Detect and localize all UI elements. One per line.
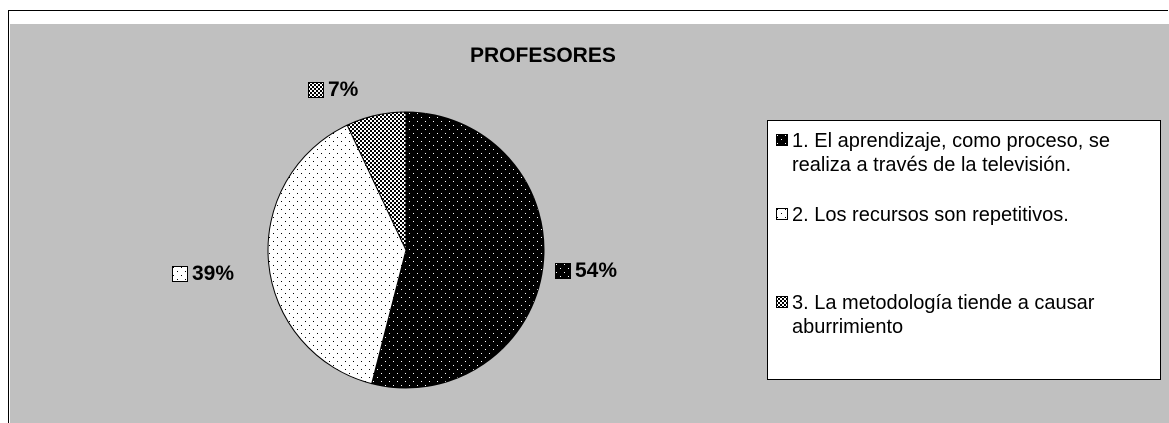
data-label-slice-3-text: 7%: [328, 78, 359, 101]
pie-slice-1: [371, 111, 545, 389]
legend-key-3: [776, 296, 788, 308]
legend-item-1: 1. El aprendizaje, como proceso, se real…: [776, 129, 1158, 177]
legend-key-2: [776, 208, 788, 220]
legend-label-2: 2. Los recursos son repetitivos.: [792, 204, 1069, 226]
data-label-slice-2: 39%: [172, 262, 234, 286]
data-label-slice-1: 54%: [555, 259, 617, 283]
legend-label-3: 3. La metodología tiende a causar aburri…: [792, 292, 1095, 338]
chart-title: PROFESORES: [470, 44, 616, 67]
legend-key-1: [776, 134, 788, 146]
legend-label-1: 1. El aprendizaje, como proceso, se real…: [792, 130, 1110, 176]
data-label-slice-3: 7%: [308, 78, 358, 102]
legend-item-3: 3. La metodología tiende a causar aburri…: [776, 291, 1158, 339]
pie-slice-3: [346, 111, 407, 251]
data-label-slice-1-text: 54%: [575, 259, 618, 282]
chart-legend: 1. El aprendizaje, como proceso, se real…: [767, 120, 1161, 380]
legend-item-2: 2. Los recursos son repetitivos.: [776, 203, 1158, 227]
pie-slice-2: [267, 124, 407, 385]
data-label-slice-2-text: 39%: [192, 262, 235, 285]
